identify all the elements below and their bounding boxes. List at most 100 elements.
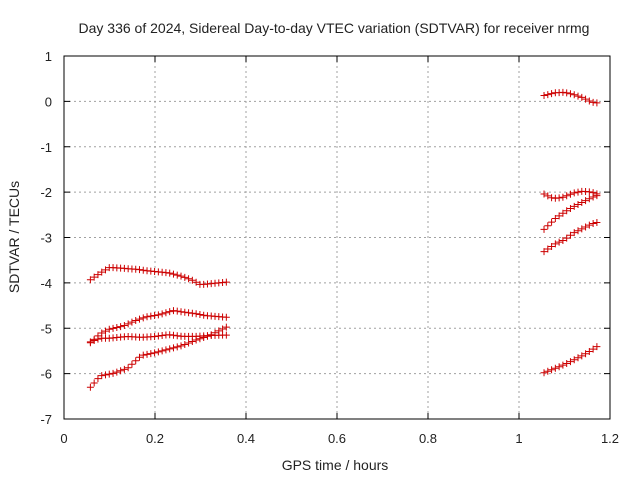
data-point xyxy=(574,354,582,362)
data-point xyxy=(593,218,601,226)
data-point xyxy=(540,369,548,377)
data-point xyxy=(196,335,204,343)
data-point xyxy=(566,205,574,213)
data-point xyxy=(147,312,155,320)
data-point xyxy=(548,218,556,226)
data-point xyxy=(162,346,170,354)
data-point xyxy=(574,188,582,196)
data-point xyxy=(113,323,121,331)
data-point xyxy=(559,361,567,369)
data-point xyxy=(105,370,113,378)
data-point xyxy=(544,192,552,200)
x-tick-label: 0.4 xyxy=(237,431,255,446)
x-tick-label: 1 xyxy=(515,431,522,446)
y-tick-label: -1 xyxy=(40,140,52,155)
data-point xyxy=(589,193,597,201)
data-point xyxy=(128,318,136,326)
data-point xyxy=(151,349,159,357)
data-point xyxy=(139,266,147,274)
data-point xyxy=(181,273,189,281)
data-point xyxy=(222,278,230,286)
data-point xyxy=(555,194,563,202)
data-point xyxy=(181,340,189,348)
data-point xyxy=(166,345,174,353)
data-point xyxy=(563,234,571,242)
y-tick-label: -3 xyxy=(40,231,52,246)
y-tick-label: -7 xyxy=(40,412,52,427)
data-point xyxy=(585,188,593,196)
data-point xyxy=(166,269,174,277)
y-tick-label: -5 xyxy=(40,321,52,336)
data-point xyxy=(169,270,177,278)
data-point xyxy=(540,91,548,99)
data-point xyxy=(563,207,571,215)
data-point xyxy=(177,272,185,280)
data-point xyxy=(86,383,94,391)
data-point xyxy=(551,240,559,248)
data-point xyxy=(98,268,106,276)
data-point xyxy=(169,307,177,315)
data-point xyxy=(120,365,128,373)
data-point xyxy=(544,222,552,230)
data-point xyxy=(98,372,106,380)
data-series xyxy=(86,88,601,391)
series-arc2 xyxy=(86,307,230,347)
data-point xyxy=(566,231,574,239)
data-point xyxy=(124,320,132,328)
data-point xyxy=(173,343,181,351)
y-axis-label: SDTVAR / TECUs xyxy=(6,181,22,293)
data-point xyxy=(548,90,556,98)
data-point xyxy=(566,358,574,366)
data-point xyxy=(154,311,162,319)
data-point xyxy=(593,192,601,200)
series-arc4 xyxy=(86,323,230,391)
data-point xyxy=(578,225,586,233)
data-point xyxy=(86,276,94,284)
series-arc1 xyxy=(86,264,230,288)
data-point xyxy=(203,332,211,340)
data-point xyxy=(147,350,155,358)
data-point xyxy=(578,352,586,360)
data-point xyxy=(154,332,162,340)
data-point xyxy=(582,95,590,103)
data-point xyxy=(86,338,94,346)
data-point xyxy=(559,236,567,244)
y-tick-labels: 1 0 -1 -2 -3 -4 -5 -6 -7 xyxy=(40,49,52,427)
data-point xyxy=(135,315,143,323)
data-point xyxy=(585,221,593,229)
x-axis-label: GPS time / hours xyxy=(282,457,389,473)
data-point xyxy=(158,310,166,318)
data-point xyxy=(120,321,128,329)
data-point xyxy=(158,347,166,355)
data-point xyxy=(105,325,113,333)
data-point xyxy=(582,223,590,231)
data-point xyxy=(559,209,567,217)
data-point xyxy=(109,324,117,332)
x-tick-labels: 0 0.2 0.4 0.6 0.8 1 1.2 xyxy=(60,431,619,446)
data-point xyxy=(177,342,185,350)
data-point xyxy=(185,339,193,347)
data-point xyxy=(563,89,571,97)
data-point xyxy=(185,275,193,283)
data-point xyxy=(570,229,578,237)
data-point xyxy=(101,371,109,379)
data-point xyxy=(570,91,578,99)
data-point xyxy=(578,199,586,207)
data-point xyxy=(101,327,109,335)
series-arc3 xyxy=(86,331,230,346)
data-point xyxy=(181,308,189,316)
data-point xyxy=(132,317,140,325)
data-point xyxy=(544,91,552,99)
data-point xyxy=(574,227,582,235)
data-point xyxy=(589,220,597,228)
data-point xyxy=(211,329,219,337)
series-arc5 xyxy=(540,88,601,107)
data-point xyxy=(173,307,181,315)
data-point xyxy=(124,364,132,372)
data-point xyxy=(540,248,548,256)
data-point xyxy=(200,333,208,341)
data-point xyxy=(219,325,227,333)
data-point xyxy=(559,193,567,201)
data-point xyxy=(585,97,593,105)
data-point xyxy=(90,379,98,387)
